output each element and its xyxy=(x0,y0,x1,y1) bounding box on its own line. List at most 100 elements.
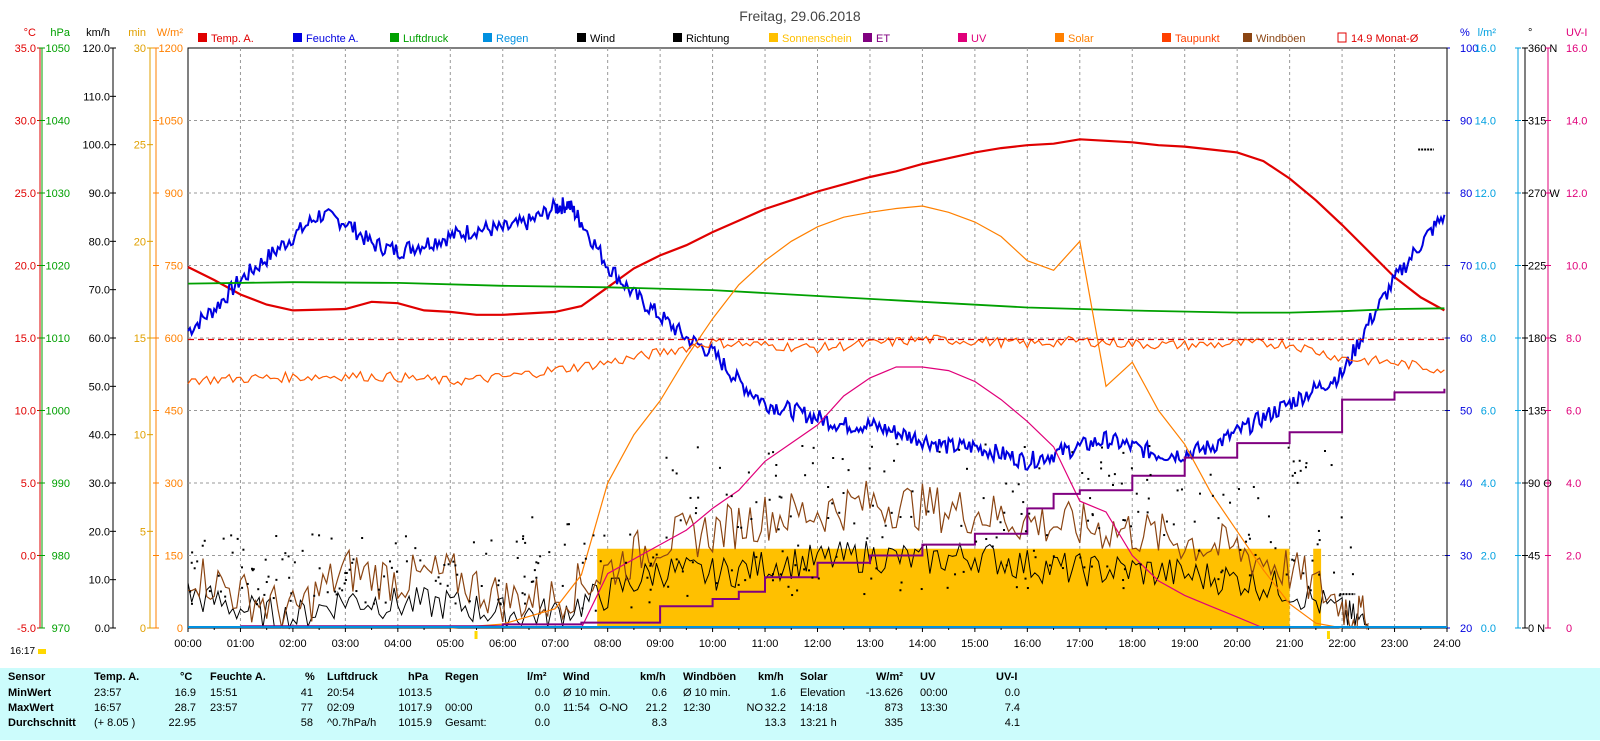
time-tick-label: 10:00 xyxy=(699,638,727,650)
sunshine-bar xyxy=(597,548,1290,628)
direction-dot xyxy=(808,569,811,572)
summary-press-v: 1017.9 xyxy=(398,702,432,714)
wm2-axis-tick-label: 150 xyxy=(165,551,183,563)
summary-header-temp: Temp. A. xyxy=(94,671,140,683)
direction-dot xyxy=(217,574,220,577)
temp-axis-tick-label: 10.0 xyxy=(15,406,36,418)
direction-dot xyxy=(222,537,225,540)
direction-dot xyxy=(1052,555,1055,558)
direction-dot xyxy=(827,517,830,520)
direction-dot xyxy=(1254,553,1257,556)
summary-header-temp-unit: °C xyxy=(180,671,193,683)
kmh-axis-tick-label: 10.0 xyxy=(89,575,110,587)
direction-dot xyxy=(497,579,500,582)
direction-dot xyxy=(485,552,488,555)
legend-label-1: Feuchte A. xyxy=(306,33,359,45)
summary-temp-t: 16:57 xyxy=(94,702,122,714)
direction-dot xyxy=(896,443,899,446)
summary-solar-v: -13.626 xyxy=(865,687,903,699)
lm2-axis-tick-label: 10.0 xyxy=(1475,261,1496,273)
legend-label-5: Richtung xyxy=(686,33,729,45)
direction-dot xyxy=(394,542,397,545)
summary-uv-v: 0.0 xyxy=(1004,687,1020,699)
summary-gust-v: 1.6 xyxy=(770,687,786,699)
direction-dot xyxy=(630,606,633,609)
uvi-axis-tick-label: 16.0 xyxy=(1566,43,1587,55)
legend-swatch-10 xyxy=(1162,33,1171,42)
direction-dot xyxy=(335,593,338,596)
direction-dot xyxy=(454,564,457,567)
deg-axis-tick-label: 225 xyxy=(1528,261,1546,273)
direction-dot xyxy=(881,536,884,539)
hpa-axis-tick-label: 1040 xyxy=(46,116,70,128)
min-axis-tick-label: 5 xyxy=(140,526,146,538)
time-tick-label: 09:00 xyxy=(646,638,674,650)
direction-dot xyxy=(665,536,668,539)
summary-rain-v: 0.0 xyxy=(534,702,550,714)
summary-rain-v: 0.0 xyxy=(534,687,550,699)
grid xyxy=(187,47,1448,632)
direction-dot xyxy=(1022,501,1025,504)
uvi-axis-unit: UV-I xyxy=(1566,27,1587,39)
legend-swatch-9 xyxy=(1055,33,1064,42)
deg-axis-tick-label: 315 xyxy=(1528,116,1546,128)
direction-dot xyxy=(535,576,538,579)
time-tick-label: 17:00 xyxy=(1066,638,1094,650)
direction-dot xyxy=(1100,446,1103,449)
direction-dot xyxy=(1221,569,1224,572)
direction-dot xyxy=(1024,577,1027,580)
direction-dot xyxy=(991,545,994,548)
direction-dot xyxy=(767,452,770,455)
direction-dot xyxy=(629,533,632,536)
legend-label-12: 14.9 Monat-Ø xyxy=(1351,33,1419,45)
kmh-axis-tick-label: 110.0 xyxy=(83,91,110,103)
direction-dot xyxy=(960,524,963,527)
direction-dot xyxy=(1048,564,1051,567)
direction-dot xyxy=(801,444,804,447)
series-et xyxy=(240,388,1446,628)
direction-dot xyxy=(447,563,450,566)
summary-header-hum: Feuchte A. xyxy=(210,671,266,683)
direction-dot xyxy=(847,469,850,472)
direction-dot xyxy=(1239,548,1242,551)
summary-rain-t: 00:00 xyxy=(445,702,473,714)
time-tick-label: 11:00 xyxy=(752,638,779,650)
direction-dot xyxy=(900,581,903,584)
hpa-axis-tick-label: 1000 xyxy=(46,406,70,418)
direction-dot xyxy=(1122,579,1125,582)
min-axis-tick-label: 0 xyxy=(140,623,146,635)
direction-dot xyxy=(667,585,670,588)
direction-dot xyxy=(533,569,536,572)
summary-header-gust: Windböen xyxy=(683,671,737,683)
sun-marker-0 xyxy=(474,631,478,639)
direction-dot xyxy=(681,570,684,573)
legend-label-10: Taupunkt xyxy=(1175,33,1220,45)
direction-dot xyxy=(1165,520,1168,523)
direction-dot xyxy=(190,561,193,564)
series-solar xyxy=(450,205,1343,629)
direction-dot xyxy=(490,539,493,542)
summary-uv-t: 00:00 xyxy=(920,687,948,699)
series-feuchte-a- xyxy=(187,196,1446,471)
summary-press-t: 20:54 xyxy=(327,687,355,699)
direction-dot xyxy=(241,566,244,569)
time-tick-label: 13:00 xyxy=(856,638,884,650)
direction-dot xyxy=(1098,527,1101,530)
kmh-axis-tick-label: 70.0 xyxy=(89,285,110,297)
direction-dot xyxy=(1071,451,1074,454)
legend-label-0: Temp. A. xyxy=(211,33,254,45)
direction-dot xyxy=(982,497,985,500)
summary-press-t: ^0.7hPa/h xyxy=(327,717,377,729)
direction-dot xyxy=(875,567,878,570)
summary-row-label: Durchschnitt xyxy=(8,717,76,729)
summary-header-press: Luftdruck xyxy=(327,671,378,683)
direction-dot xyxy=(1257,497,1260,500)
direction-dot xyxy=(1081,471,1084,474)
direction-dot xyxy=(1079,556,1082,559)
direction-dot xyxy=(747,471,750,474)
temp-axis-tick-label: 0.0 xyxy=(21,551,36,563)
direction-dot xyxy=(531,516,534,519)
time-tick-label: 12:00 xyxy=(804,638,832,650)
wm2-axis-tick-label: 900 xyxy=(165,188,183,200)
direction-dot xyxy=(524,541,527,544)
